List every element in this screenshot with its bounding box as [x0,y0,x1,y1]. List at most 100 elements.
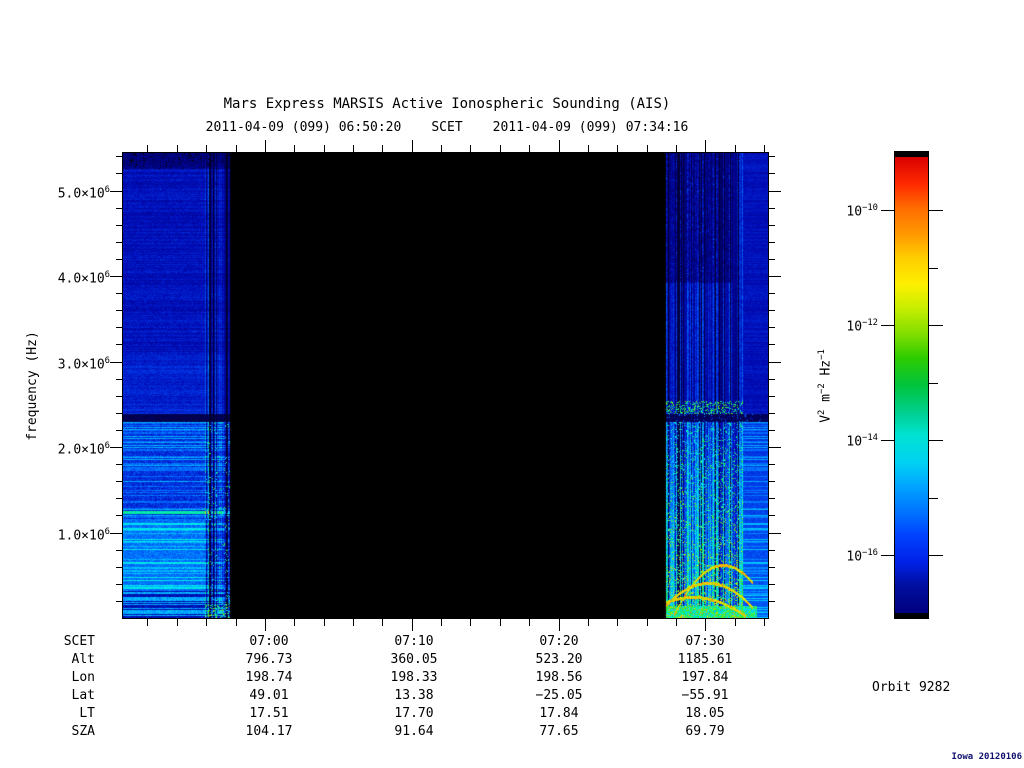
ephemeris-cell: 18.05 [685,706,725,721]
colorbar-tick [929,325,943,326]
x-tick [206,619,207,626]
colorbar-minor-tick [929,268,938,269]
ephemeris-cell: 104.17 [245,724,293,739]
y-tick [769,259,775,260]
x-tick [764,619,765,626]
y-tick-label: 5.0×106 [57,185,110,202]
y-tick [769,601,775,602]
y-tick [769,413,775,414]
x-tick [353,619,354,626]
y-tick-label: 4.0×106 [57,270,110,287]
x-tick [470,145,471,152]
y-tick [110,191,122,192]
ephemeris-cell: 07:30 [685,634,725,649]
y-tick [116,464,122,465]
x-tick [294,619,295,626]
y-tick [116,584,122,585]
ephemeris-row-label-SZA: SZA [71,724,95,739]
x-tick [764,145,765,152]
y-tick [116,430,122,431]
ephemeris-row-label-SCET: SCET [63,634,95,649]
x-tick [265,140,266,152]
colorbar-tick [881,555,895,556]
ephemeris-row-label-Lon: Lon [71,670,95,685]
x-tick [529,145,530,152]
x-tick [324,145,325,152]
y-tick [116,481,122,482]
x-tick [617,145,618,152]
y-tick [769,242,775,243]
y-tick [110,447,122,448]
y-tick [110,362,122,363]
y-tick [116,225,122,226]
scet-start-label: 2011-04-09 (099) 06:50:20 [205,120,402,135]
y-tick [769,208,775,209]
y-tick-label: 1.0×106 [57,527,110,544]
y-tick [769,362,781,363]
x-tick [412,140,413,152]
x-tick [676,145,677,152]
ephemeris-cell: 523.20 [535,652,583,667]
y-tick [116,208,122,209]
x-tick [617,619,618,626]
y-tick [116,293,122,294]
y-tick [116,344,122,345]
ephemeris-cell: 198.74 [245,670,293,685]
ephemeris-cell: 796.73 [245,652,293,667]
y-tick [116,173,122,174]
y-tick-label: 3.0×106 [57,356,110,373]
y-tick [110,533,122,534]
x-tick [559,140,560,152]
x-tick [470,619,471,626]
ephemeris-cell: 07:10 [394,634,434,649]
ephemeris-row-label-Lat: Lat [71,688,95,703]
ephemeris-cell: 07:20 [539,634,579,649]
colorbar-tick-label: 10−12 [846,318,878,335]
colorbar-tick [929,555,943,556]
x-tick [500,145,501,152]
y-tick [769,379,775,380]
ephemeris-cell: 17.51 [249,706,289,721]
y-tick [769,276,781,277]
y-tick [769,567,775,568]
colorbar-tick [881,325,895,326]
colorbar-unit-label: V2 m−2 Hz−1 [817,349,834,423]
y-tick [769,550,775,551]
ephemeris-cell: −25.05 [535,688,583,703]
ephemeris-cell: 91.64 [394,724,434,739]
x-tick [294,145,295,152]
ephemeris-cell: 198.33 [390,670,438,685]
ephemeris-cell: 17.84 [539,706,579,721]
chart-subtitle: 2011-04-09 (099) 06:50:20 SCET 2011-04-0… [100,120,794,136]
y-tick [769,156,775,157]
x-tick [177,145,178,152]
x-tick [382,145,383,152]
y-tick [116,259,122,260]
version-stamp: Iowa 20120106 [951,752,1022,762]
ephemeris-cell: 197.84 [681,670,729,685]
y-tick [769,310,775,311]
x-tick [412,619,413,631]
y-tick [116,498,122,499]
x-tick [529,619,530,626]
y-axis-title: frequency (Hz) [25,331,40,441]
x-tick [676,619,677,626]
ephemeris-cell: 07:00 [249,634,289,649]
x-tick [735,145,736,152]
x-tick [382,619,383,626]
colorbar-tick-label: 10−14 [846,433,878,450]
y-tick [769,464,775,465]
y-tick [769,225,775,226]
y-tick [769,344,775,345]
y-tick [116,242,122,243]
orbit-label: Orbit 9282 [872,680,951,695]
ephemeris-cell: 69.79 [685,724,725,739]
y-tick-label: 2.0×106 [57,441,110,458]
y-tick [116,396,122,397]
x-tick [147,619,148,626]
y-tick [116,379,122,380]
colorbar-tick-label: 10−10 [846,203,878,220]
x-tick [441,619,442,626]
colorbar-tick [929,210,943,211]
